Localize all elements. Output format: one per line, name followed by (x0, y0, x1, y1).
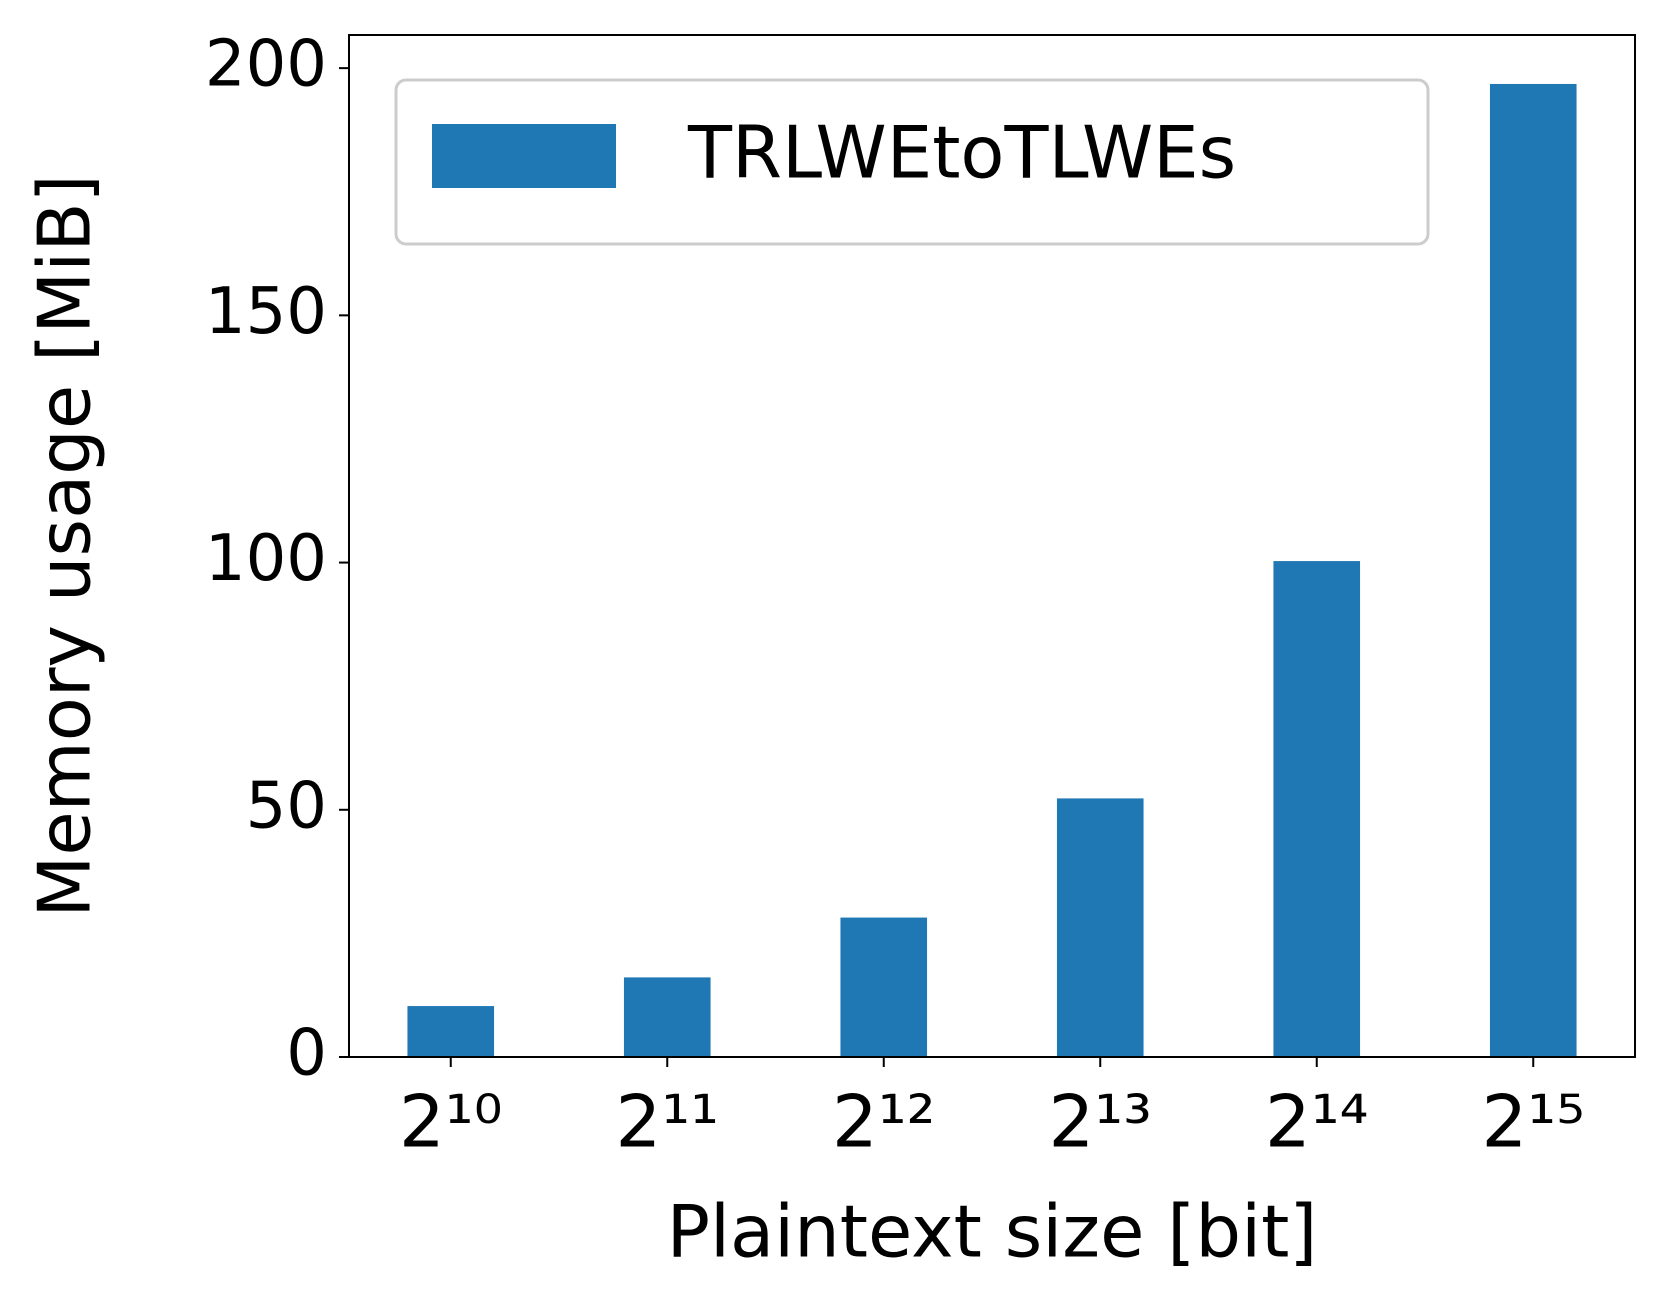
bar (1273, 561, 1361, 1057)
bar (1056, 798, 1144, 1057)
bar (407, 1006, 495, 1057)
x-tick-label: 2¹³ (1048, 1080, 1152, 1164)
bar (623, 977, 711, 1057)
legend-swatch (432, 124, 616, 188)
y-tick-label: 150 (205, 275, 327, 349)
y-axis-label: Memory usage [MiB] (23, 174, 107, 918)
x-tick-label: 2¹¹ (615, 1080, 719, 1164)
x-tick-label: 2¹⁵ (1481, 1080, 1585, 1164)
y-tick-label: 200 (205, 28, 327, 102)
y-tick-label: 100 (205, 522, 327, 596)
legend-label: TRLWEtoTLWEs (687, 111, 1236, 195)
x-axis-label: Plaintext size [bit] (667, 1190, 1318, 1274)
y-tick-label: 50 (246, 769, 327, 843)
legend-box (394, 78, 1430, 246)
y-tick-label: 0 (286, 1017, 327, 1091)
bar (1489, 83, 1577, 1057)
x-tick-label: 2¹² (832, 1080, 936, 1164)
x-tick-label: 2¹⁰ (399, 1080, 503, 1164)
x-tick-label: 2¹⁴ (1265, 1080, 1369, 1164)
plot-frame (348, 34, 1636, 1058)
bar (840, 917, 928, 1057)
